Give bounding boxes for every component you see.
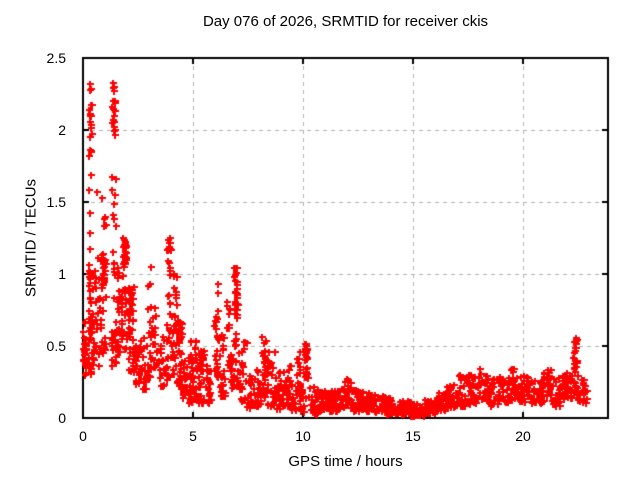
x-tick-label: 5 <box>189 428 197 444</box>
y-tick-label: 1.5 <box>46 194 66 210</box>
y-tick-label: 2.5 <box>46 50 66 66</box>
y-tick-label: 0 <box>58 410 66 426</box>
y-tick-label: 1 <box>58 266 66 282</box>
x-tick-label: 10 <box>295 428 311 444</box>
chart-title: Day 076 of 2026, SRMTID for receiver cki… <box>202 13 489 30</box>
x-tick-label: 0 <box>79 428 87 444</box>
y-tick-label: 2 <box>58 122 66 138</box>
y-tick-label: 0.5 <box>46 338 66 354</box>
x-axis-label: GPS time / hours <box>288 453 403 470</box>
x-tick-label: 15 <box>405 428 421 444</box>
x-tick-label: 20 <box>515 428 531 444</box>
